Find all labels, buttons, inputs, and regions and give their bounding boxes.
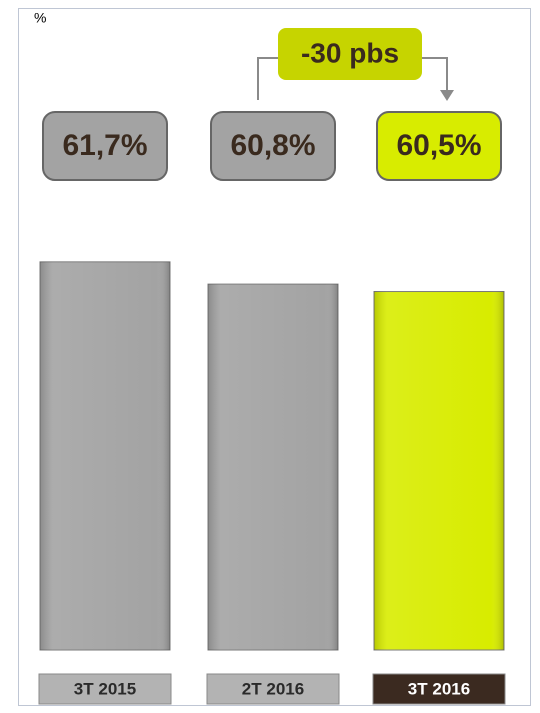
category-box [38,673,172,705]
value-label: 60,8% [230,129,315,162]
bar-shine [374,291,504,650]
annotation: -30 pbs [301,37,399,68]
frame [18,8,531,706]
value-label-box [42,111,168,181]
x-tick-label: 3T 2016 [408,679,470,698]
x-tick-label: 3T 2015 [74,679,136,698]
bracket [257,57,448,100]
bar-shine [208,284,338,650]
value-label: 61,7% [62,129,147,162]
unit-label: % [34,10,46,26]
category-box [372,673,506,705]
x-tick-label: 2T 2016 [242,679,304,698]
bar-shine [40,261,170,650]
category-box [206,673,340,705]
value-label: 60,5% [396,129,481,162]
value-label-box [376,111,502,181]
arrow-head [440,90,454,101]
annotation-box [278,28,422,80]
value-label-box [210,111,336,181]
